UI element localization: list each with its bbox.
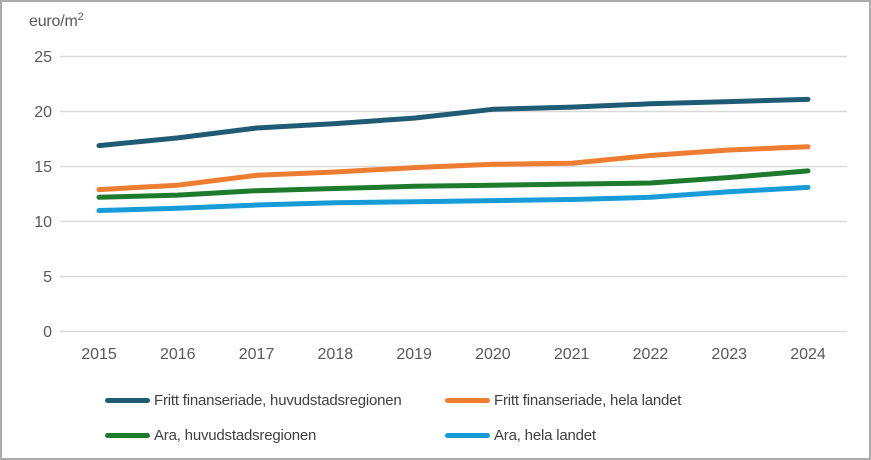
y-tick-label-15: 15 — [34, 159, 52, 176]
y-axis-unit-label: euro/m2 — [29, 11, 84, 31]
x-tick-label-2015: 2015 — [81, 346, 117, 363]
x-tick-label-2017: 2017 — [239, 346, 275, 363]
y-tick-label-0: 0 — [43, 324, 52, 341]
legend-item-label: Ara, hela landet — [494, 427, 596, 444]
legend-item-0: Fritt finanseriade, huvudstadsregionen — [105, 392, 402, 409]
y-axis-unit-text: euro/m — [29, 13, 78, 30]
legend-item-3: Ara, hela landet — [445, 427, 596, 444]
legend-item-2: Ara, huvudstadsregionen — [105, 427, 316, 444]
y-axis-unit-superscript: 2 — [77, 11, 84, 23]
legend-swatch-icon — [445, 398, 490, 403]
series-line-3 — [96, 184, 811, 213]
x-tick-label-2021: 2021 — [554, 346, 590, 363]
y-tick-label-25: 25 — [34, 49, 52, 66]
legend-swatch-icon — [445, 433, 490, 438]
y-tick-label-5: 5 — [43, 269, 52, 286]
y-tick-label-10: 10 — [34, 214, 52, 231]
legend-item-label: Fritt finanseriade, huvudstadsregionen — [154, 392, 402, 409]
x-tick-label-2018: 2018 — [318, 346, 354, 363]
legend-swatch-icon — [105, 398, 150, 403]
x-tick-label-2020: 2020 — [475, 346, 511, 363]
series-line-2 — [96, 168, 811, 200]
x-tick-label-2024: 2024 — [790, 346, 826, 363]
legend-item-1: Fritt finanseriade, hela landet — [445, 392, 681, 409]
legend-item-label: Ara, huvudstadsregionen — [154, 427, 317, 444]
x-tick-label-2019: 2019 — [396, 346, 432, 363]
x-tick-label-2022: 2022 — [633, 346, 669, 363]
legend-swatch-icon — [105, 433, 150, 438]
y-tick-label-20: 20 — [34, 104, 52, 121]
x-tick-label-2023: 2023 — [711, 346, 747, 363]
plot-area: 0 5 10 15 20 25 2015 2016 2017 2018 2019 2020 2021 20… — [34, 49, 847, 363]
legend-item-label: Fritt finanseriade, hela landet — [494, 392, 682, 409]
series-line-0 — [96, 96, 811, 149]
x-tick-label-2016: 2016 — [160, 346, 196, 363]
series-line-1 — [96, 144, 811, 193]
